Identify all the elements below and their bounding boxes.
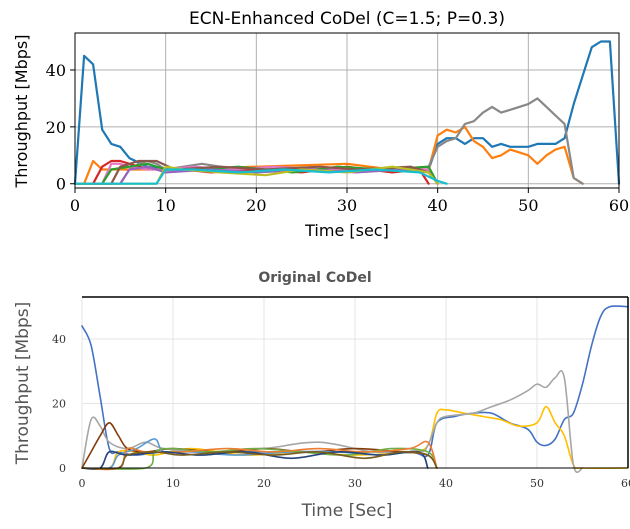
x-tick-label: 50 <box>518 196 538 215</box>
x-tick-label: 0 <box>70 196 80 215</box>
y-tick-label: 0 <box>59 462 66 475</box>
x-tick-label: 0 <box>79 477 86 490</box>
tick-marks: 0 10 20 30 40 50 60 0 20 40 <box>46 61 630 215</box>
y-tick-label: 40 <box>52 333 66 346</box>
x-tick-label: 50 <box>530 477 544 490</box>
x-tick-label: 10 <box>166 477 180 490</box>
chart-title: Original CoDel <box>258 270 371 286</box>
y-tick-label: 20 <box>46 118 66 137</box>
series-lines <box>81 305 629 474</box>
y-tick-label: 40 <box>46 61 66 80</box>
x-tick-label: 10 <box>155 196 175 215</box>
series-line-2 <box>73 125 584 185</box>
x-axis-label: Time [Sec] <box>301 501 393 521</box>
series-line-6 <box>81 447 438 470</box>
y-axis-label: Throughput [Mbps] <box>12 35 31 189</box>
y-tick-label: 0 <box>56 175 66 194</box>
series-lines <box>73 40 621 185</box>
x-tick-label: 30 <box>348 477 362 490</box>
series-line-7 <box>73 159 439 185</box>
x-tick-label: 60 <box>621 477 630 490</box>
chart-ecn-codel: 0 10 20 30 40 50 60 0 20 40 ECN-Enhanced CoDel (C… <box>12 9 629 240</box>
grid-lines <box>74 33 620 188</box>
chart-original-codel: 0 10 20 30 40 50 60 0 20 40 Original CoDel Time [… <box>13 270 630 521</box>
series-line-7 <box>81 440 438 471</box>
x-tick-label: 20 <box>257 477 271 490</box>
tick-labels: 0 10 20 30 40 50 60 0 20 40 <box>52 333 630 490</box>
x-tick-label: 30 <box>337 196 357 215</box>
chart-title: ECN-Enhanced CoDel (C=1.5; P=0.3) <box>189 9 505 29</box>
x-axis-label: Time [sec] <box>304 221 389 240</box>
y-axis-label: Throughput [Mbps] <box>13 302 33 466</box>
series-line-10 <box>73 168 448 185</box>
series-line-8 <box>73 165 439 185</box>
x-tick-label: 20 <box>246 196 266 215</box>
x-tick-label: 60 <box>609 196 629 215</box>
x-tick-label: 40 <box>427 196 447 215</box>
series-line-9 <box>81 450 438 470</box>
y-tick-label: 20 <box>52 397 66 410</box>
x-tick-label: 40 <box>439 477 453 490</box>
